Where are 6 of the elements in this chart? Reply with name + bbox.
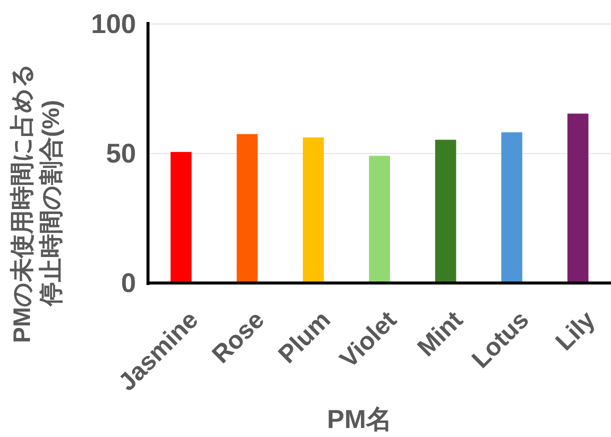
y-tick-label: 50 [106,138,136,168]
x-tick-label: Lily [550,306,601,356]
y-axis-title: PMの未使用時間に占める停止時間の割合(%) [9,63,65,343]
x-axis-title: PM名 [327,404,392,434]
y-tick-label: 0 [120,268,136,298]
y-tick-label: 100 [90,9,136,39]
